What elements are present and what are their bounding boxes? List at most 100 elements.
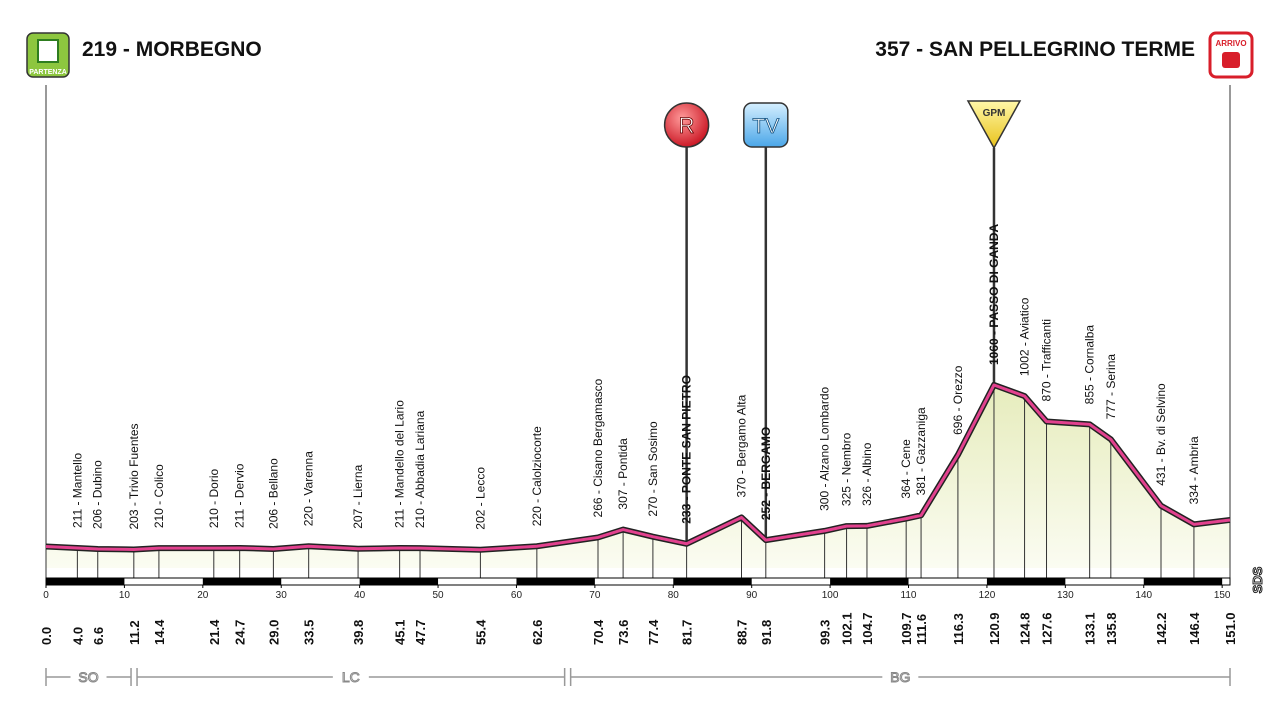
x-tick-label: 90	[746, 590, 758, 601]
km-label: 21.4	[207, 619, 222, 645]
x-tick-label: 10	[119, 590, 131, 601]
axis-segment	[359, 578, 439, 585]
waypoint-label: 1060 - PASSO DI GANDA	[987, 223, 1001, 364]
profile-area	[46, 384, 1230, 568]
region-label-bg	[332, 668, 369, 686]
axis-segment	[830, 578, 909, 585]
waypoint-label: 220 - Calolziocorte	[530, 426, 544, 526]
waypoint-label: 307 - Pontida	[616, 438, 630, 510]
x-tick-label: 100	[822, 590, 839, 601]
start-badge-flag	[37, 39, 59, 63]
km-label: 127.6	[1040, 612, 1055, 645]
background-layer	[45, 85, 1231, 578]
region-label-bg	[882, 668, 919, 686]
km-label: 62.6	[530, 620, 545, 645]
region-label: SO	[78, 669, 98, 685]
marker-icon	[743, 102, 789, 148]
km-label: 111.6	[914, 614, 929, 645]
waypoint-label: 206 - Dubino	[91, 460, 105, 529]
km-label: 124.8	[1018, 612, 1033, 645]
km-label: 109.7	[899, 612, 914, 645]
km-label: 104.7	[860, 612, 875, 645]
x-tick-label: 0	[43, 590, 49, 601]
km-label: 99.3	[818, 620, 833, 645]
km-label: 102.1	[840, 612, 855, 645]
x-tick-label: 50	[432, 590, 444, 601]
waypoint-label: 300 - Alzano Lombardo	[818, 386, 832, 510]
waypoint-label: 211 - Mantello	[70, 453, 84, 528]
region-label: LC	[342, 669, 360, 685]
km-label: 77.4	[646, 619, 661, 645]
km-label: 135.8	[1104, 612, 1119, 645]
waypoint-label: 364 - Cene	[899, 439, 913, 499]
waypoint-label: 233 - PONTE SAN PIETRO	[680, 375, 694, 524]
km-label: 151.0	[1223, 612, 1238, 645]
waypoint-label: 870 - Trafficanti	[1040, 319, 1054, 402]
km-label: 45.1	[393, 620, 408, 645]
km-label: 47.7	[413, 620, 428, 645]
waypoint-label: 1002 - Aviatico	[1018, 297, 1032, 376]
x-tick-label: 150	[1214, 590, 1231, 601]
x-tick-label: 70	[589, 590, 601, 601]
start-badge-label: PARTENZA	[29, 69, 67, 76]
km-label: 14.4	[152, 619, 167, 645]
x-tick-label: 110	[901, 590, 917, 601]
km-label: 73.6	[616, 620, 631, 645]
km-label: 70.4	[591, 619, 606, 645]
km-label: 24.7	[233, 620, 248, 645]
km-label: 81.7	[680, 620, 695, 645]
km-label: 29.0	[266, 620, 281, 645]
finish-title: 357 - SAN PELLEGRINO TERME	[875, 38, 1195, 61]
waypoint-label: 270 - San Sosimo	[646, 421, 660, 517]
km-label: 116.3	[951, 613, 966, 645]
waypoint-label: 381 - Gazzaniga	[914, 407, 928, 495]
axis-segment	[46, 578, 125, 585]
marker-label: R	[679, 113, 695, 138]
waypoint-label: 210 - Abbadia Lariana	[413, 410, 427, 528]
waypoint-label: 370 - Bergamo Alta	[735, 394, 749, 497]
axis-segment	[202, 578, 282, 585]
waypoint-label: 211 - Dervio	[233, 463, 247, 528]
km-label: 133.1	[1083, 612, 1098, 645]
side-label: SDS	[1250, 566, 1265, 593]
marker-icon	[663, 102, 710, 148]
axis-segment	[986, 578, 1066, 585]
km-label: 142.2	[1154, 612, 1169, 645]
x-tick-label: 140	[1135, 590, 1152, 601]
waypoint-label: 207 - Lierna	[351, 464, 365, 528]
waypoint-label: 696 - Orezzo	[951, 365, 965, 435]
waypoint-label: 211 - Mandello del Lario	[393, 400, 407, 528]
x-tick-label: 120	[979, 590, 996, 601]
axis-segment	[673, 578, 752, 585]
km-label: 39.8	[351, 620, 366, 645]
km-label: 146.4	[1187, 612, 1202, 645]
km-label: 91.8	[759, 620, 774, 645]
waypoint-label: 777 - Serina	[1104, 354, 1118, 420]
waypoint-label: 334 - Ambria	[1187, 436, 1201, 504]
waypoint-label: 203 - Trivio Fuentes	[127, 423, 141, 529]
km-label: 0.0	[39, 627, 54, 645]
x-tick-label: 130	[1057, 590, 1074, 601]
waypoint-label: 210 - Dorio	[207, 468, 221, 528]
waypoint-label: 266 - Cisano Bergamasco	[591, 378, 605, 517]
x-tick-label: 20	[197, 590, 209, 601]
km-label: 11.2	[127, 620, 142, 645]
waypoint-label: 202 - Lecco	[473, 467, 487, 530]
waypoint-label: 210 - Colico	[152, 464, 166, 528]
km-label: 4.0	[70, 627, 85, 645]
profile-line	[45, 383, 1231, 552]
region-label-bg	[70, 668, 107, 686]
axis-segment	[516, 578, 595, 585]
waypoint-label: 431 - Bv. di Selvino	[1154, 383, 1168, 486]
foreground-layer: 0.0 211 - Mantello 4.0 206 - Dubino 6.6 203 -…	[26, 31, 1266, 686]
axis-segment	[1143, 578, 1223, 585]
x-tick-label: 80	[668, 590, 680, 601]
km-label: 6.6	[91, 627, 106, 645]
km-label: 120.9	[987, 612, 1002, 645]
waypoint-label: 220 - Varenna	[302, 451, 316, 526]
x-tick-label: 60	[511, 590, 523, 601]
start-title: 219 - MORBEGNO	[82, 38, 262, 61]
waypoint-label: 325 - Nembro	[840, 432, 854, 506]
km-label: 55.4	[473, 619, 488, 645]
